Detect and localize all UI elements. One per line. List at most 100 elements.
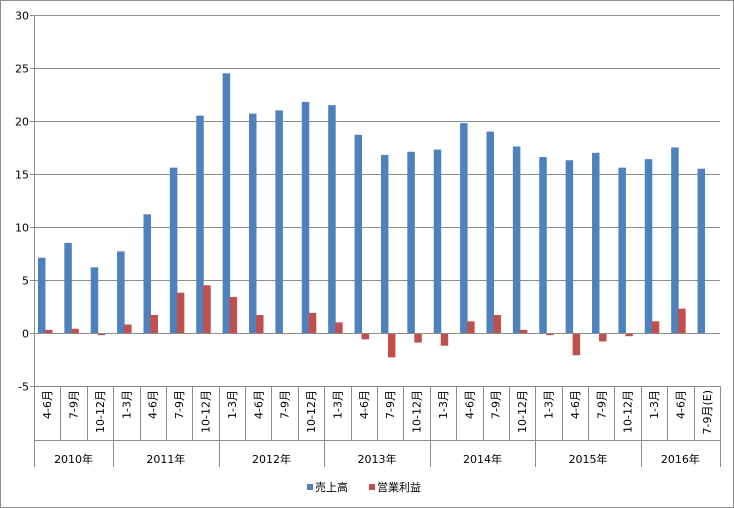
year-label: 2010年 — [54, 452, 93, 466]
sales-bar — [90, 267, 99, 333]
y-tick-label: 30 — [15, 10, 29, 23]
sales-bar — [644, 159, 653, 333]
operating-profit-bar — [71, 328, 79, 333]
sales-bar — [117, 251, 125, 333]
period-label: 1-3月 — [543, 390, 556, 419]
period-label: 10-12月 — [622, 390, 635, 433]
sales-bar — [486, 131, 494, 333]
period-label: 1-3月 — [437, 390, 450, 419]
sales-bar — [354, 134, 363, 333]
operating-profit-bar — [599, 333, 607, 342]
period-label: 7-9月 — [384, 390, 397, 419]
period-label: 4-6月 — [147, 390, 160, 419]
y-tick-label: 25 — [15, 63, 29, 76]
sales-bar — [592, 152, 600, 333]
y-axis-labels: -5 0 5 10 15 20 25 30 — [15, 10, 29, 394]
operating-profit-bar — [176, 292, 185, 333]
year-label: 2016年 — [661, 452, 700, 466]
year-label: 2013年 — [358, 452, 397, 466]
sales-bar — [249, 113, 257, 333]
y-tick-label: 0 — [22, 328, 29, 341]
legend-swatch — [307, 484, 313, 490]
period-label: 1-3月 — [648, 390, 661, 419]
sales-bar — [143, 214, 151, 333]
operating-profit-bar — [467, 321, 475, 333]
operating-profit-bar — [440, 333, 449, 346]
period-label: 10-12月 — [516, 390, 529, 433]
period-label: 1-3月 — [226, 390, 239, 419]
period-label: 7-9月 — [279, 390, 292, 419]
year-label: 2012年 — [252, 452, 291, 466]
sales-bar — [565, 160, 574, 333]
x-axis-labels: 4-6月 7-9月 10-12月 1-3月 4-6月 7-9月 10-12月 1-3月 4-6月… — [41, 390, 714, 466]
sales-bar — [460, 123, 468, 334]
period-label: 4-6月 — [674, 390, 687, 419]
y-tick-label: 15 — [15, 169, 29, 182]
period-label: 10-12月 — [200, 390, 213, 433]
operating-profit-bar — [203, 285, 211, 333]
period-label: 10-12月 — [305, 390, 318, 433]
y-tick-label: 10 — [15, 222, 29, 235]
sales-bar — [169, 167, 178, 333]
sales-bar — [37, 257, 46, 333]
sales-bar — [697, 168, 706, 333]
operating-profit-bar — [651, 321, 660, 333]
sales-bar — [275, 110, 283, 334]
operating-profit-bar — [335, 322, 343, 333]
period-label: 4-6月 — [358, 390, 371, 419]
operating-profit-bar — [361, 333, 370, 340]
operating-profit-bar — [414, 333, 422, 343]
sales-bar — [380, 154, 389, 333]
gridlines — [34, 15, 720, 387]
y-tick-label: 5 — [22, 275, 29, 288]
operating-profit-bar — [625, 333, 633, 337]
operating-profit-bar — [229, 296, 238, 333]
period-label: 10-12月 — [94, 390, 107, 433]
legend-swatch — [369, 484, 375, 490]
sales-bar — [539, 157, 547, 333]
period-label: 1-3月 — [120, 390, 133, 419]
operating-profit-bar — [387, 333, 396, 358]
operating-profit-bar — [308, 312, 317, 333]
axes — [30, 15, 721, 467]
operating-profit-bar — [150, 314, 158, 333]
legend: 売上高 営業利益 — [307, 480, 421, 494]
bars — [37, 73, 706, 358]
legend-label: 売上高 — [315, 480, 348, 494]
period-label: 7-9月 — [595, 390, 608, 419]
operating-profit-bar — [124, 324, 132, 333]
operating-profit-bar — [44, 329, 53, 333]
sales-bar — [512, 146, 521, 333]
period-label: 4-6月 — [252, 390, 265, 419]
year-label: 2011年 — [146, 452, 185, 466]
year-label: 2015年 — [569, 452, 608, 466]
period-label: 7-9月 — [68, 390, 81, 419]
sales-bar — [64, 242, 72, 333]
y-tick-label: 20 — [15, 116, 29, 129]
period-label: 7-9月 — [490, 390, 503, 419]
operating-profit-bar — [678, 308, 686, 333]
operating-profit-bar — [97, 333, 106, 336]
period-label: 7-9月(E) — [701, 390, 714, 435]
sales-bar — [433, 149, 442, 333]
operating-profit-bar — [519, 329, 528, 333]
y-tick-label: -5 — [18, 381, 29, 394]
period-label: 7-9月 — [173, 390, 186, 419]
period-label: 10-12月 — [411, 390, 424, 433]
sales-bar — [301, 101, 310, 333]
sales-bar — [618, 167, 626, 333]
sales-bar — [222, 73, 231, 334]
operating-profit-bar — [572, 333, 581, 356]
period-label: 4-6月 — [41, 390, 54, 419]
operating-profit-bar — [493, 314, 501, 333]
period-label: 4-6月 — [569, 390, 582, 419]
operating-profit-bar — [256, 314, 264, 333]
operating-profit-bar — [546, 333, 554, 336]
sales-bar — [671, 147, 679, 333]
sales-bar — [328, 105, 336, 333]
legend-label: 営業利益 — [377, 480, 421, 494]
sales-bar — [407, 151, 415, 333]
sales-bar — [196, 115, 204, 333]
period-label: 4-6月 — [463, 390, 476, 419]
